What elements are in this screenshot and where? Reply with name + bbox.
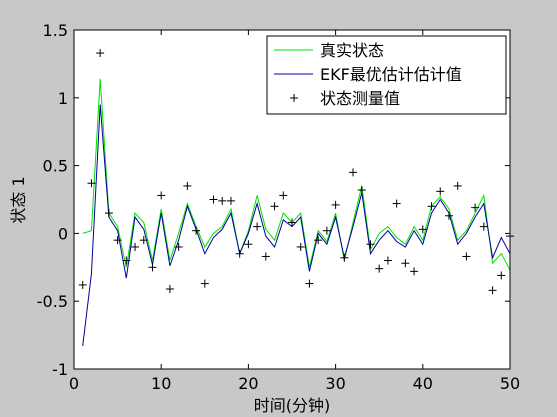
series-1 xyxy=(82,78,511,271)
measurement-marker xyxy=(453,181,462,190)
measurement-marker xyxy=(122,256,131,265)
measurement-marker xyxy=(479,222,488,231)
series-1-line xyxy=(82,78,511,271)
measurement-marker xyxy=(444,211,453,220)
measurement-marker xyxy=(497,271,506,280)
measurement-marker xyxy=(392,199,401,208)
measurement-marker xyxy=(462,252,471,261)
x-tick-label: 40 xyxy=(413,374,433,393)
measurement-marker xyxy=(174,242,183,251)
measurement-marker xyxy=(331,200,340,209)
measurement-marker xyxy=(401,259,410,268)
measurement-marker xyxy=(471,203,480,212)
measurement-marker xyxy=(418,225,427,234)
measurement-marker xyxy=(288,218,296,227)
measurement-marker xyxy=(87,179,96,188)
series-2-line xyxy=(82,104,511,346)
measurement-marker xyxy=(96,49,105,58)
measurement-marker xyxy=(436,187,445,196)
x-axis-label: 时间(分钟) xyxy=(254,396,331,415)
measurement-marker xyxy=(226,196,235,205)
measurement-marker xyxy=(113,236,122,245)
x-tick-label: 0 xyxy=(69,374,79,393)
legend-item-3: 状态测量值 xyxy=(290,89,400,108)
y-axis-label: 状态 1 xyxy=(9,176,28,223)
ticks-layer xyxy=(73,29,511,370)
y-tick-label: 0 xyxy=(58,224,68,243)
x-tick-label: 10 xyxy=(151,374,171,393)
y-tick-label: 1.5 xyxy=(43,21,68,40)
measurement-marker xyxy=(209,195,218,204)
measurement-marker xyxy=(139,236,148,245)
x-tick-label: 20 xyxy=(238,374,258,393)
measurement-marker xyxy=(183,181,192,190)
tick-labels-layer: 0 10 20 30 40 50 -1 -0.5 0 0.5 1 1.5 xyxy=(37,21,520,393)
measurement-marker xyxy=(104,209,113,218)
legend-box xyxy=(266,35,507,115)
series-3 xyxy=(78,49,514,295)
measurement-marker xyxy=(410,267,419,276)
legend-item-1: 真实状态 xyxy=(274,41,384,60)
measurement-marker xyxy=(296,242,305,251)
measurement-marker xyxy=(270,202,279,211)
measurement-marker xyxy=(357,186,366,195)
y-tick-label: -0.5 xyxy=(37,292,68,311)
measurement-marker xyxy=(78,280,87,289)
measurement-marker xyxy=(261,252,270,261)
measurement-marker xyxy=(200,279,209,288)
y-tick-label: -1 xyxy=(52,360,68,379)
measurement-marker xyxy=(157,191,166,200)
measurement-marker xyxy=(192,226,201,235)
measurement-marker xyxy=(279,191,288,200)
measurement-marker xyxy=(165,284,174,293)
measurement-marker xyxy=(349,168,358,177)
measurement-marker xyxy=(218,196,227,205)
measurement-marker xyxy=(340,253,349,262)
measurement-marker xyxy=(244,240,253,249)
measurement-marker xyxy=(235,249,244,258)
legend-label: EKF最优估计估计值 xyxy=(320,65,462,84)
x-tick-label: 50 xyxy=(500,374,520,393)
measurement-marker xyxy=(131,242,140,251)
measurement-marker xyxy=(253,222,262,231)
y-tick-label: 1 xyxy=(58,89,68,108)
measurement-marker xyxy=(427,202,436,211)
measurement-marker xyxy=(148,263,157,272)
x-tick-label: 30 xyxy=(325,374,345,393)
measurement-marker xyxy=(305,279,314,288)
measurement-marker xyxy=(375,264,384,273)
measurement-marker xyxy=(488,286,497,295)
y-tick-label: 0.5 xyxy=(43,157,68,176)
series-layer xyxy=(78,49,514,346)
legend-label: 真实状态 xyxy=(320,41,384,60)
axes-box xyxy=(73,29,511,370)
measurement-marker xyxy=(314,236,323,245)
legend-swatch-marker xyxy=(290,94,298,102)
legend-item-2: EKF最优估计估计值 xyxy=(274,65,462,84)
measurement-marker xyxy=(366,240,375,249)
measurement-marker xyxy=(383,256,392,265)
measurement-marker xyxy=(322,226,331,235)
series-2 xyxy=(82,104,511,346)
legend-label: 状态测量值 xyxy=(320,89,400,108)
